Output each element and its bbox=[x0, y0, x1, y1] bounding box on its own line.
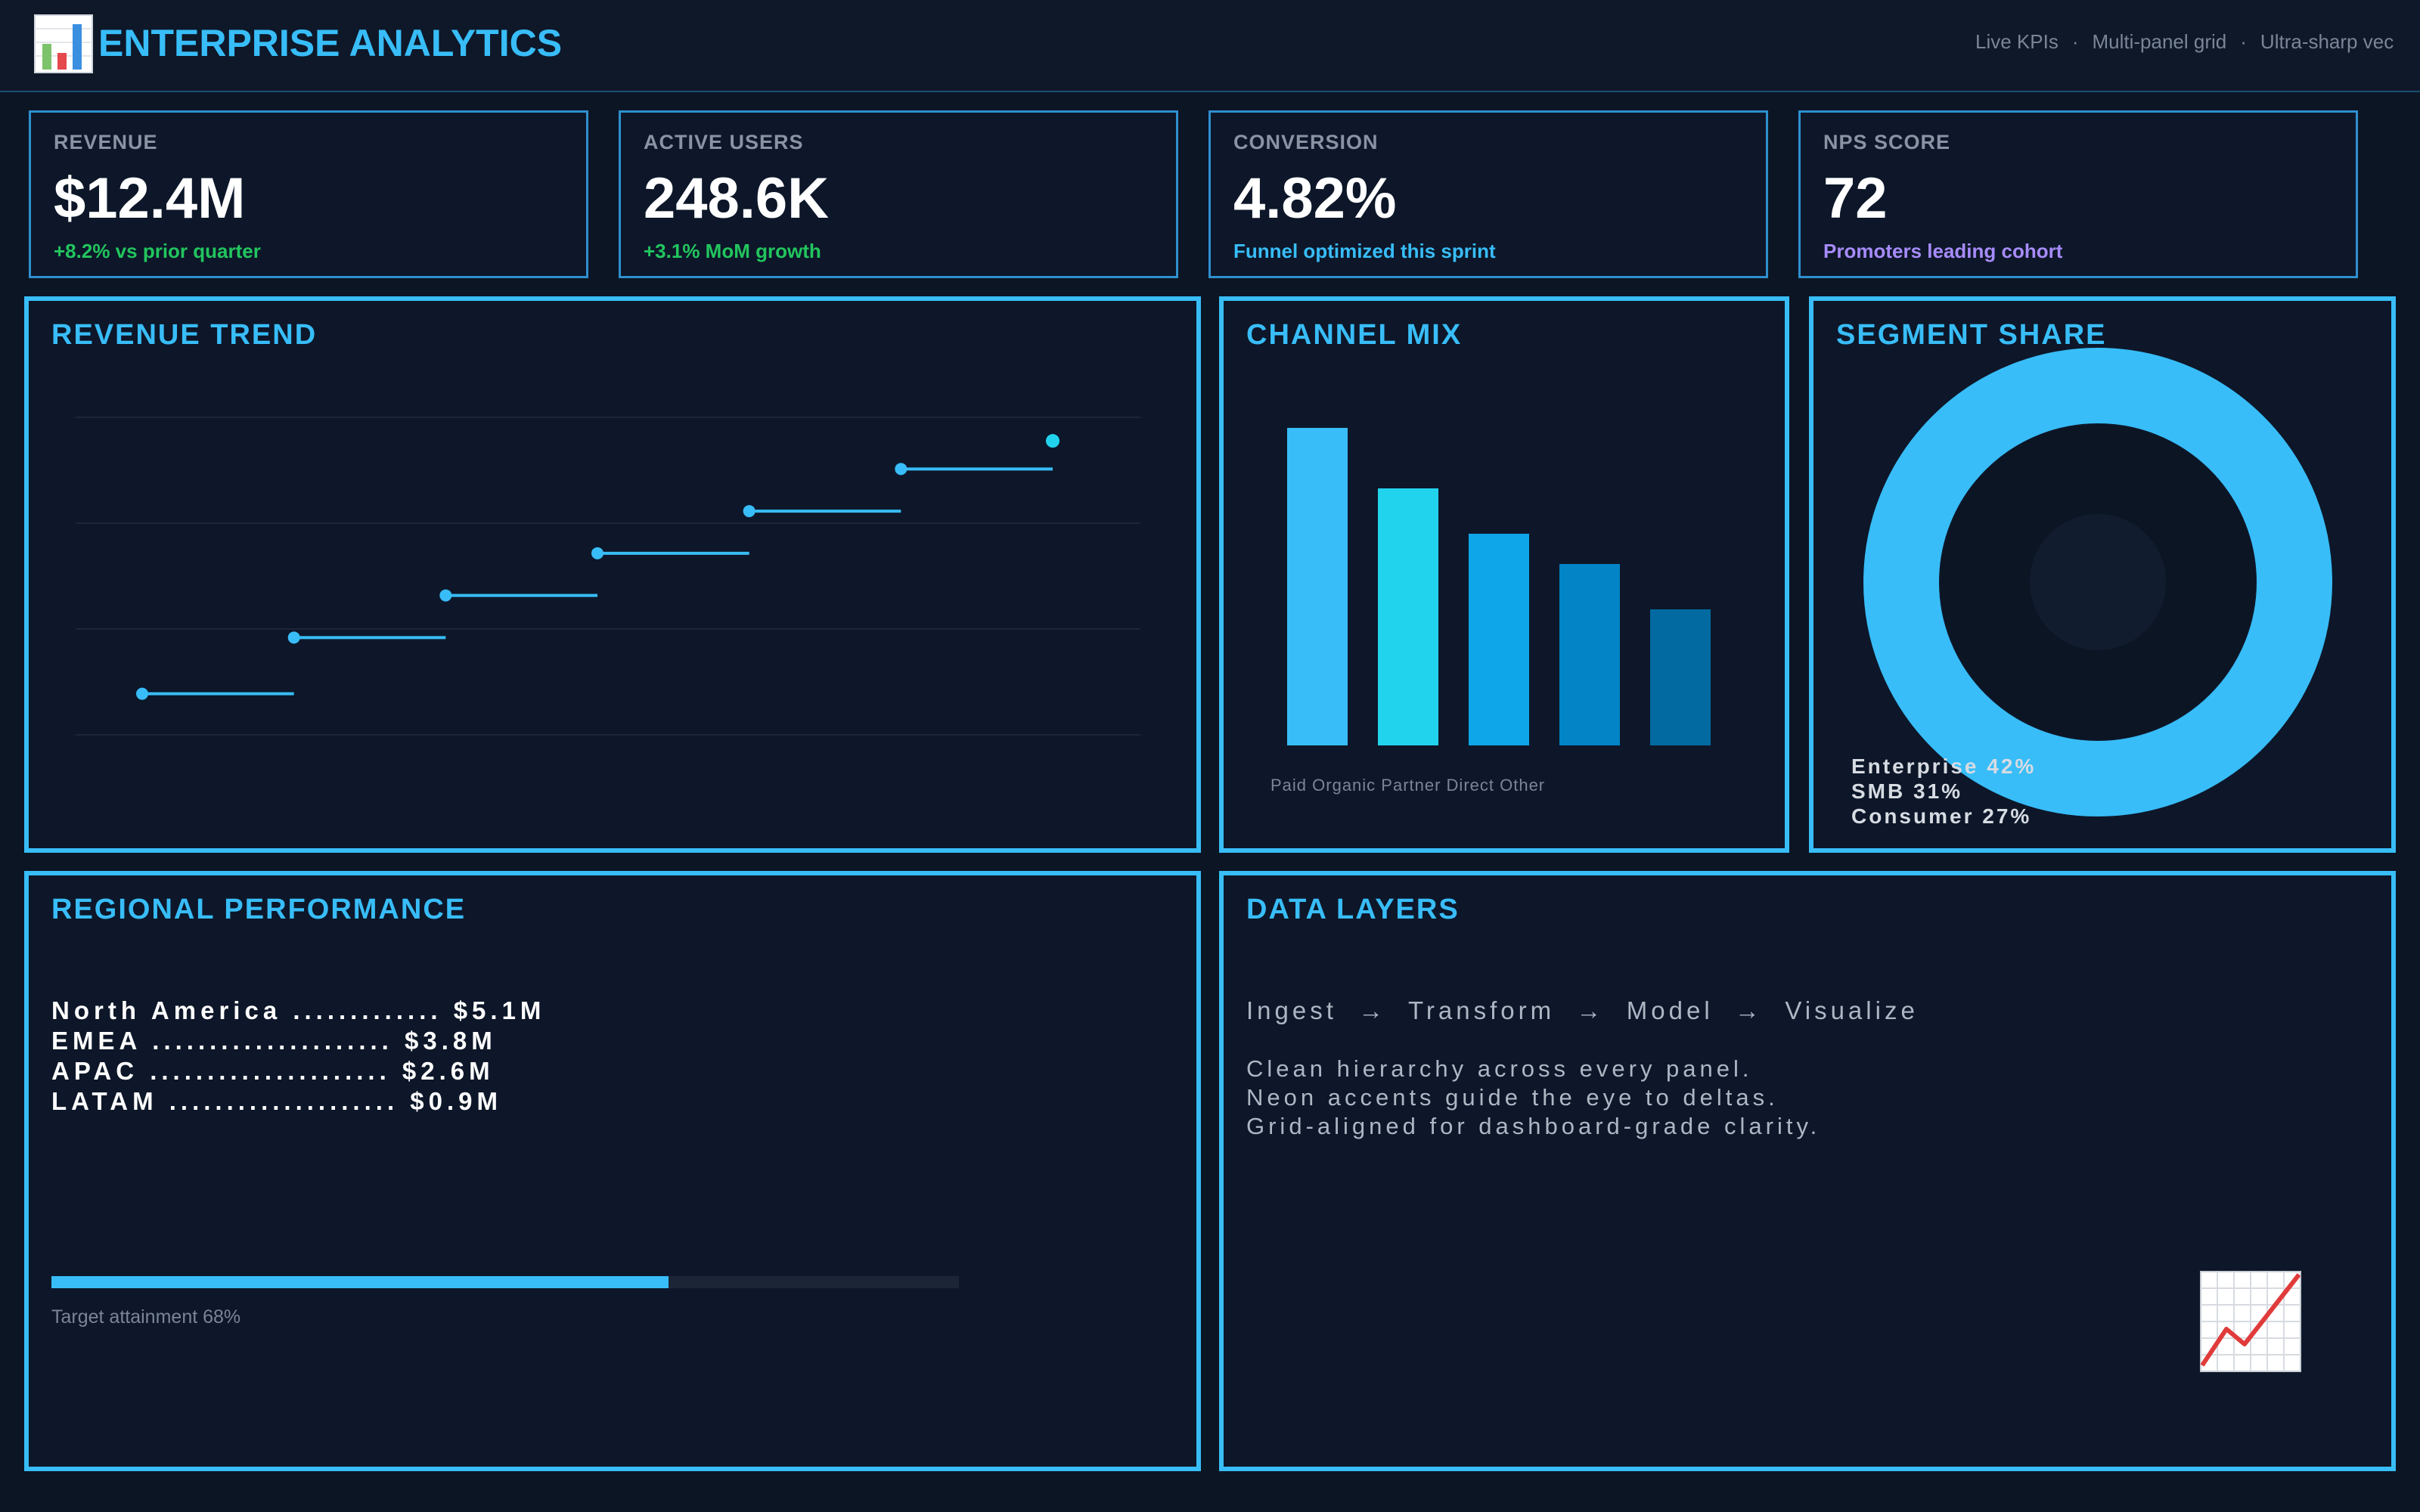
panel-title: REGIONAL PERFORMANCE bbox=[51, 894, 467, 925]
kpi-sub: +3.1% MoM growth bbox=[644, 240, 821, 262]
revenue-trend-panel: REVENUE TREND bbox=[24, 296, 1201, 853]
region-row-apac: APAC ..................... $2.6M bbox=[51, 1057, 495, 1085]
channel-mix-panel: CHANNEL MIX Paid Organic Partner Direct … bbox=[1219, 296, 1789, 853]
kpi-sub: Promoters leading cohort bbox=[1823, 240, 2063, 262]
segment-legend-item: Consumer 27% bbox=[1851, 804, 2032, 828]
kpi-card-revenue[interactable]: REVENUE $12.4M +8.2% vs prior quarter bbox=[29, 110, 588, 278]
kpi-sub: +8.2% vs prior quarter bbox=[54, 240, 261, 262]
region-row-emea: EMEA ..................... $3.8M bbox=[51, 1027, 497, 1055]
trend-point bbox=[287, 631, 300, 644]
header-tag: Ultra-sharp vec bbox=[2260, 30, 2394, 53]
kpi-label: CONVERSION bbox=[1233, 131, 1379, 153]
trend-point bbox=[591, 547, 603, 559]
segment-share-panel: SEGMENT SHARE Enterprise 42% SMB 31% Con… bbox=[1809, 296, 2396, 853]
channel-bar bbox=[1650, 609, 1711, 745]
channel-bar bbox=[1469, 534, 1529, 745]
pipeline-flow: Ingest → Transform → Model → Visualize bbox=[1246, 996, 1919, 1024]
layers-note: Neon accents guide the eye to deltas. bbox=[1246, 1084, 1779, 1111]
segment-share-chart bbox=[1863, 348, 2332, 816]
app-header: ENTERPRISE ANALYTICS Live KPIs · Multi-pan… bbox=[0, 0, 2420, 92]
layers-note: Grid-aligned for dashboard-grade clarity… bbox=[1246, 1113, 1821, 1139]
donut-center bbox=[2030, 514, 2166, 650]
bar-chart-icon bbox=[34, 14, 93, 73]
donut-ring bbox=[1863, 348, 2332, 816]
channel-bar bbox=[1559, 564, 1620, 745]
donut-slice-boundary bbox=[2173, 720, 2211, 788]
region-row-north-america: North America ............. $5.1M bbox=[51, 996, 546, 1024]
channel-bar bbox=[1378, 488, 1438, 745]
header-tag: Live KPIs bbox=[1975, 30, 2059, 53]
trend-point bbox=[895, 463, 908, 476]
target-progress-bar bbox=[51, 1276, 959, 1288]
regional-performance-panel: REGIONAL PERFORMANCE North America .....… bbox=[24, 871, 1201, 1471]
panel-title: SEGMENT SHARE bbox=[1836, 319, 2107, 351]
kpi-label: NPS SCORE bbox=[1823, 131, 1951, 153]
chart-increasing-icon bbox=[2200, 1271, 2301, 1372]
kpi-card-nps-score[interactable]: NPS SCORE 72 Promoters leading cohort bbox=[1798, 110, 2358, 278]
trend-point bbox=[743, 505, 755, 518]
channel-axis-labels: Paid Organic Partner Direct Other bbox=[1270, 776, 1545, 795]
trend-point bbox=[1046, 434, 1060, 448]
app-title: ENTERPRISE ANALYTICS bbox=[98, 22, 563, 64]
revenue-trend-chart bbox=[76, 417, 1140, 736]
layers-note: Clean hierarchy across every panel. bbox=[1246, 1055, 1753, 1082]
header-tag: Multi-panel grid bbox=[2092, 30, 2227, 53]
segment-legend-item: SMB 31% bbox=[1851, 779, 1963, 803]
panel-title: CHANNEL MIX bbox=[1246, 319, 1463, 351]
kpi-label: ACTIVE USERS bbox=[644, 131, 804, 153]
kpi-card-active-users[interactable]: ACTIVE USERS 248.6K +3.1% MoM growth bbox=[619, 110, 1178, 278]
kpi-label: REVENUE bbox=[54, 131, 158, 153]
channel-mix-chart: Paid Organic Partner Direct Other bbox=[1270, 428, 1711, 795]
header-tags: Live KPIs · Multi-panel grid · Ultra-sharp v… bbox=[1975, 30, 2394, 53]
panel-title: DATA LAYERS bbox=[1246, 894, 1460, 925]
panel-title: REVENUE TREND bbox=[51, 319, 318, 351]
donut-slice-boundary bbox=[1865, 601, 1941, 612]
kpi-value: 248.6K bbox=[644, 166, 830, 231]
kpi-value: 4.82% bbox=[1233, 166, 1397, 231]
kpi-value: $12.4M bbox=[54, 166, 246, 231]
data-layers-panel: DATA LAYERS Ingest → Transform → Model →… bbox=[1219, 871, 2396, 1471]
segment-legend-item: Enterprise 42% bbox=[1851, 754, 2037, 778]
kpi-sub: Funnel optimized this sprint bbox=[1233, 240, 1496, 262]
target-progress-label: Target attainment 68% bbox=[51, 1306, 241, 1328]
region-row-latam: LATAM .................... $0.9M bbox=[51, 1087, 502, 1115]
kpi-card-conversion[interactable]: CONVERSION 4.82% Funnel optimized this s… bbox=[1208, 110, 1768, 278]
channel-bar bbox=[1287, 428, 1348, 745]
kpi-value: 72 bbox=[1823, 166, 1888, 231]
target-progress-fill bbox=[51, 1276, 669, 1288]
trend-point bbox=[439, 589, 452, 602]
trend-point bbox=[136, 687, 148, 700]
